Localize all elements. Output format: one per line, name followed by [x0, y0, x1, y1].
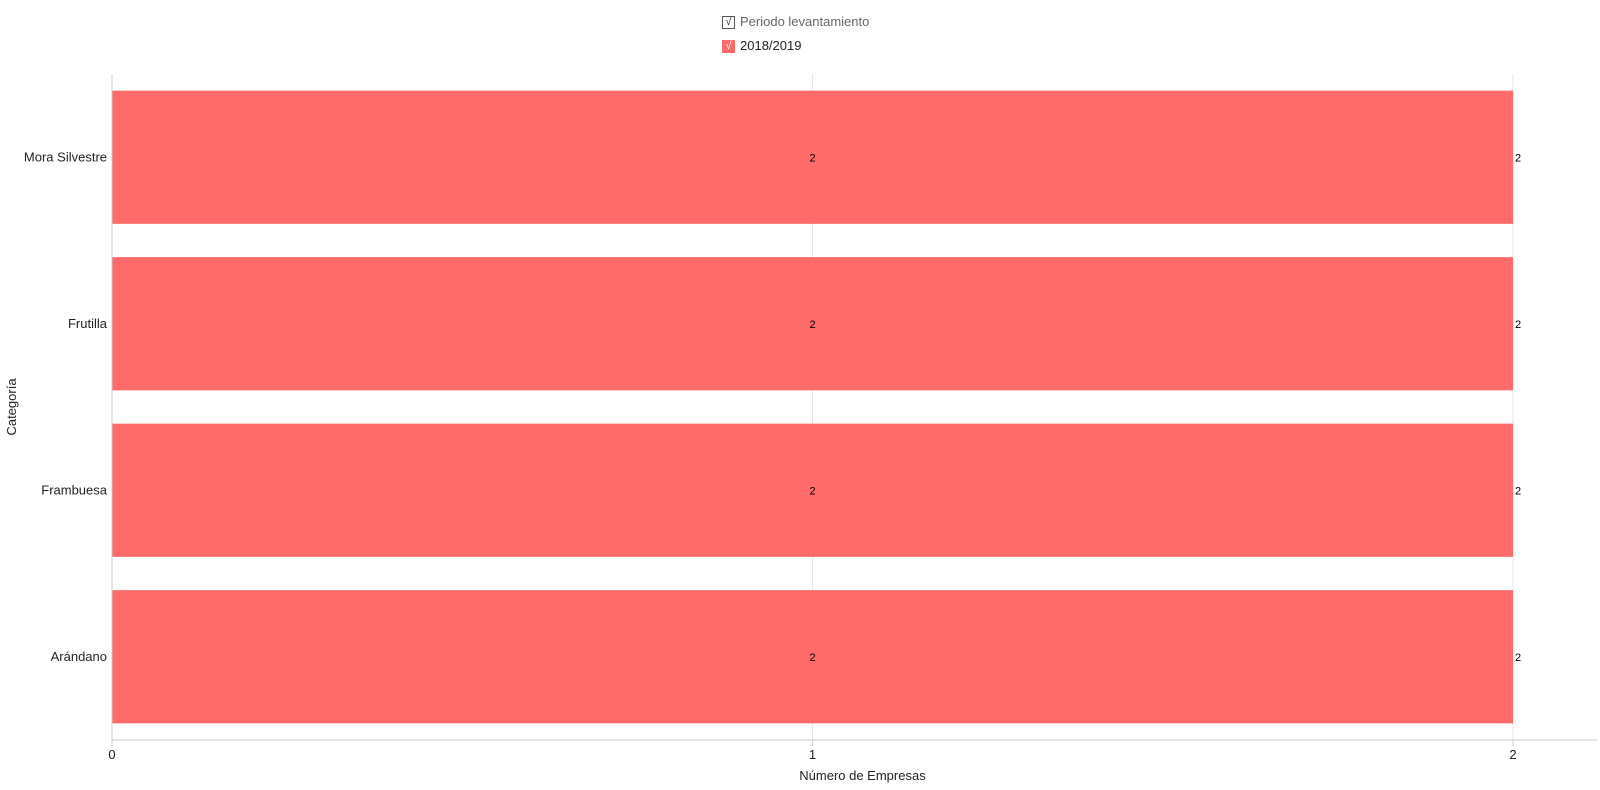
data-label: 2 — [1515, 152, 1521, 164]
category-label: Frutilla — [68, 316, 108, 331]
label-layer: Mora Silvestre 2 2 Frutilla 2 2 Frambuesa 2 2 Ará… — [24, 149, 1521, 664]
x-tick-label: 0 — [108, 747, 115, 762]
checkbox-icon[interactable]: √ — [722, 15, 735, 29]
axis-layer: 0 1 2 Número de Empresas Categoría — [4, 74, 1597, 783]
legend-group-item[interactable]: √ Periodo levantamiento — [722, 10, 869, 34]
category-label: Frambuesa — [41, 482, 108, 497]
category-label: Arándano — [51, 649, 107, 664]
data-label: 2 — [1515, 319, 1521, 331]
x-axis-title: Número de Empresas — [799, 768, 926, 783]
bar[interactable] — [112, 590, 1513, 724]
y-axis-title: Categoría — [4, 378, 19, 436]
bar-layer — [112, 90, 1513, 724]
x-tick-label: 1 — [809, 747, 816, 762]
data-label: 2 — [1515, 652, 1521, 664]
legend-group-label: Periodo levantamiento — [740, 14, 870, 29]
bar[interactable] — [112, 257, 1513, 391]
bar[interactable] — [112, 423, 1513, 557]
category-label: Mora Silvestre — [24, 149, 107, 164]
x-tick-label: 2 — [1509, 747, 1516, 762]
series-checkbox-icon[interactable]: √ — [722, 39, 735, 53]
bar[interactable] — [112, 90, 1513, 224]
legend-series-label: 2018/2019 — [740, 38, 802, 53]
data-label: 2 — [809, 485, 815, 497]
data-label: 2 — [809, 152, 815, 164]
data-label: 2 — [809, 319, 815, 331]
data-label: 2 — [1515, 485, 1521, 497]
data-label: 2 — [809, 652, 815, 664]
legend-series-item[interactable]: √ 2018/2019 — [722, 34, 869, 58]
legend: √ Periodo levantamiento √ 2018/2019 — [722, 10, 869, 58]
